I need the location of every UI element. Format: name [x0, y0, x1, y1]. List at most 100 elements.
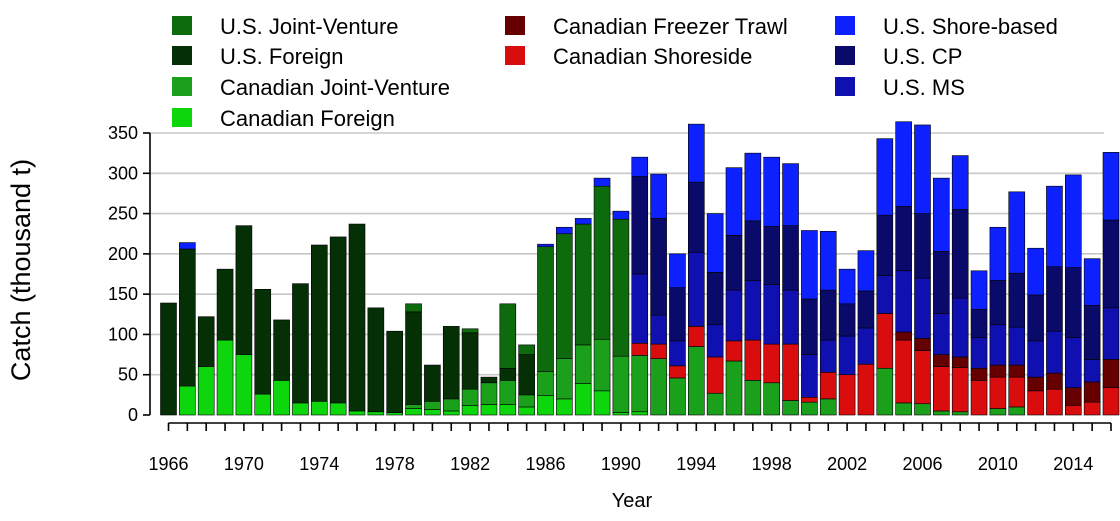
- bar-2000-u-s-ms: [801, 354, 818, 398]
- bar-2010-canadian-shoreside: [989, 376, 1007, 409]
- bar-2002-u-s-shore-based: [838, 268, 856, 305]
- bar-1989-u-s-shore-based: [593, 177, 611, 187]
- bar-2008-canadian-freezer-trawl: [951, 356, 969, 368]
- bar-1994-u-s-cp: [687, 181, 705, 253]
- x-tick-label-1966: 1966: [148, 454, 188, 474]
- bar-2000-u-s-shore-based: [801, 230, 818, 300]
- bar-2013-u-s-cp: [1046, 266, 1063, 332]
- bar-1972-canadian-foreign: [273, 380, 290, 416]
- bar-2011-u-s-shore-based: [1008, 191, 1026, 274]
- bar-1980-canadian-foreign: [424, 409, 441, 416]
- bar-2010-u-s-shore-based: [989, 226, 1007, 281]
- bar-1994-u-s-shore-based: [687, 123, 705, 183]
- bar-2005-canadian-joint-venture: [895, 402, 912, 416]
- bar-2011-canadian-shoreside: [1008, 376, 1026, 408]
- bar-2011-u-s-cp: [1008, 272, 1026, 328]
- bar-1996-canadian-shoreside: [725, 340, 743, 362]
- bar-1971-u-s-foreign: [254, 289, 272, 395]
- bar-2001-u-s-cp: [819, 289, 837, 341]
- bar-2015-u-s-cp: [1083, 305, 1101, 360]
- bar-2004-canadian-joint-venture: [876, 367, 894, 416]
- bar-1985-canadian-foreign: [518, 406, 535, 416]
- bar-1988-canadian-foreign: [574, 383, 592, 416]
- y-tick-label-0: 0: [128, 405, 138, 425]
- bar-1982-canadian-foreign: [461, 405, 479, 416]
- bar-1969-u-s-foreign: [216, 268, 234, 341]
- x-tick-label-2002: 2002: [827, 454, 867, 474]
- legend-label-canadian-joint-venture: Canadian Joint-Venture: [220, 75, 450, 100]
- bar-1991-canadian-joint-venture: [631, 355, 649, 413]
- bar-2013-u-s-ms: [1046, 330, 1063, 374]
- x-tick-label-1990: 1990: [601, 454, 641, 474]
- bar-1999-canadian-joint-venture: [782, 400, 799, 416]
- bar-1975-u-s-foreign: [329, 236, 347, 404]
- bar-2008-u-s-ms: [951, 297, 969, 358]
- y-tick-label-50: 50: [118, 365, 138, 385]
- bar-1973-u-s-foreign: [292, 283, 309, 404]
- bar-1971-canadian-foreign: [254, 393, 272, 416]
- bar-1981-u-s-foreign: [442, 326, 460, 400]
- bar-1992-u-s-cp: [650, 218, 667, 316]
- bar-1976-u-s-foreign: [348, 223, 366, 412]
- bar-1985-canadian-joint-venture: [518, 394, 535, 408]
- bar-1990-canadian-joint-venture: [612, 355, 630, 413]
- x-tick-label-1978: 1978: [375, 454, 415, 474]
- bar-2005-canadian-shoreside: [895, 339, 912, 404]
- legend-swatch-canadian-freezer-trawl: [505, 16, 525, 35]
- legend-label-u-s-foreign: U.S. Foreign: [220, 44, 344, 69]
- bar-1981-canadian-joint-venture: [442, 398, 460, 412]
- bar-2011-canadian-joint-venture: [1008, 406, 1026, 416]
- bar-1989-canadian-foreign: [593, 390, 611, 416]
- bar-2002-canadian-shoreside: [838, 374, 856, 416]
- bar-1994-u-s-ms: [687, 251, 705, 327]
- bar-1997-canadian-shoreside: [744, 339, 762, 381]
- bar-2006-canadian-freezer-trawl: [914, 338, 931, 351]
- legend-swatch-u-s-cp: [835, 46, 855, 65]
- bar-2015-u-s-shore-based: [1083, 258, 1101, 306]
- bar-2007-canadian-freezer-trawl: [933, 354, 950, 367]
- bar-1978-u-s-foreign: [386, 330, 404, 413]
- bar-1970-canadian-foreign: [235, 354, 253, 416]
- bar-2009-u-s-shore-based: [970, 270, 988, 310]
- bar-1992-u-s-shore-based: [650, 173, 667, 219]
- bar-1995-u-s-shore-based: [706, 213, 724, 273]
- bar-2006-u-s-cp: [914, 213, 931, 279]
- bar-2016-u-s-shore-based: [1102, 152, 1120, 221]
- bar-2010-canadian-joint-venture: [989, 408, 1007, 416]
- bar-1967-u-s-foreign: [179, 248, 196, 387]
- bar-1968-canadian-foreign: [197, 366, 215, 416]
- bar-1979-canadian-joint-venture: [405, 404, 422, 409]
- y-tick-label-250: 250: [108, 204, 138, 224]
- bar-2003-u-s-cp: [857, 290, 875, 329]
- bar-2007-u-s-shore-based: [933, 177, 950, 252]
- bar-2014-u-s-ms: [1065, 337, 1082, 388]
- bar-1966-u-s-foreign: [160, 302, 177, 416]
- bar-1997-u-s-cp: [744, 220, 762, 281]
- bar-1990-u-s-shore-based: [612, 210, 630, 220]
- bar-1986-canadian-joint-venture: [537, 371, 554, 396]
- bar-2014-u-s-cp: [1065, 267, 1082, 338]
- bar-2004-u-s-cp: [876, 214, 894, 276]
- y-axis-title: Catch (thousand t): [6, 159, 36, 381]
- legend-label-canadian-foreign: Canadian Foreign: [220, 106, 395, 131]
- legend-swatch-u-s-foreign: [172, 46, 192, 65]
- bar-1997-u-s-shore-based: [744, 152, 762, 222]
- bar-1981-canadian-foreign: [442, 410, 460, 416]
- bar-1989-u-s-joint-venture: [593, 185, 611, 340]
- bar-1998-canadian-joint-venture: [763, 382, 781, 416]
- legend-swatch-canadian-joint-venture: [172, 77, 192, 96]
- bar-1991-canadian-foreign: [631, 411, 649, 416]
- bar-2006-u-s-ms: [914, 277, 931, 339]
- legend-swatch-canadian-foreign: [172, 108, 192, 127]
- bar-1991-u-s-shore-based: [631, 156, 649, 177]
- bar-2015-u-s-ms: [1083, 359, 1101, 383]
- bar-1977-canadian-foreign: [367, 411, 385, 416]
- bar-1980-canadian-joint-venture: [424, 401, 441, 410]
- x-tick-label-1982: 1982: [450, 454, 490, 474]
- legend-swatch-u-s-joint-venture: [172, 16, 192, 35]
- bar-1995-canadian-shoreside: [706, 356, 724, 394]
- bar-2012-u-s-shore-based: [1027, 247, 1044, 296]
- bar-1978-canadian-foreign: [386, 412, 404, 416]
- bar-1999-u-s-cp: [782, 225, 799, 291]
- bar-1988-canadian-joint-venture: [574, 344, 592, 384]
